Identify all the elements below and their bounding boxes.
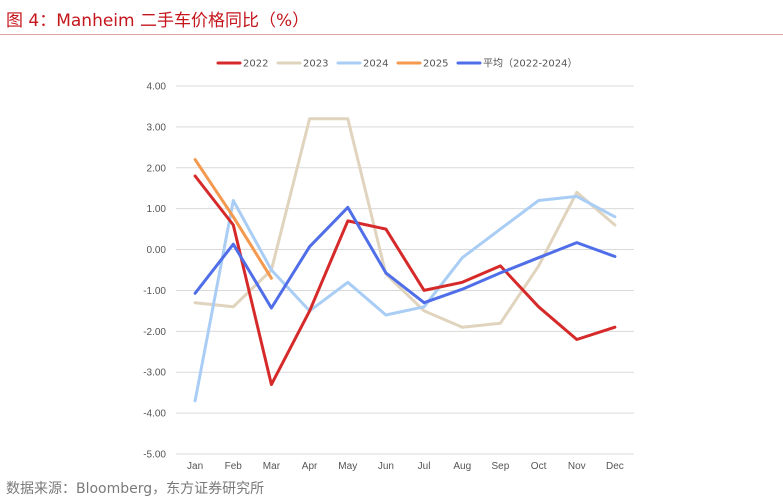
legend-label: 2023 (303, 59, 328, 70)
legend-label: 2025 (423, 59, 448, 70)
series-line-2025 (193, 158, 273, 280)
legend-label: 2022 (243, 59, 268, 70)
y-tick-label: 1.00 (147, 204, 167, 215)
x-tick-label: Apr (302, 461, 318, 472)
y-tick-label: 2.00 (147, 163, 167, 174)
chart-title: 图 4：Manheim 二手车价格同比（%） (6, 11, 310, 31)
series-line-2024 (193, 194, 617, 403)
series-line-2022 (193, 174, 617, 386)
y-tick-label: 0.00 (147, 245, 167, 256)
series-line-2023 (193, 117, 617, 329)
y-tick-label: -2.00 (143, 327, 166, 338)
y-axis-ticks: 4.00 3.00 2.00 1.00 0.00 -1.00 -2.00 -3.00 -4.00… (143, 82, 166, 461)
x-tick-label: Sep (492, 461, 510, 472)
legend: 2022 2023 2024 2025 平均（2022-2024） (216, 58, 578, 70)
y-tick-label: -1.00 (143, 286, 166, 297)
y-tick-label: 3.00 (147, 122, 167, 133)
series-line-20222024 (193, 205, 617, 310)
x-tick-label: Mar (263, 461, 281, 472)
x-tick-label: Oct (531, 461, 547, 472)
x-tick-label: Jan (187, 461, 203, 472)
legend-label: 平均（2022-2024） (483, 58, 578, 70)
x-tick-label: Dec (606, 461, 624, 472)
y-tick-label: -3.00 (143, 368, 166, 379)
title-divider (0, 34, 783, 35)
series-lines (193, 117, 617, 403)
y-tick-label: -5.00 (143, 450, 166, 461)
source-note: 数据来源：Bloomberg，东方证券研究所 (6, 481, 265, 497)
y-tick-label: 4.00 (147, 82, 167, 93)
x-tick-label: Nov (568, 461, 586, 472)
legend-label: 2024 (363, 59, 388, 70)
y-tick-label: -4.00 (143, 409, 166, 420)
x-tick-label: Feb (225, 461, 243, 472)
x-tick-label: Aug (453, 461, 471, 472)
x-tick-label: Jul (418, 461, 431, 472)
x-axis-ticks: Jan Feb Mar Apr May Jun Jul Aug Sep Oct Nov Dec (187, 461, 624, 472)
x-tick-label: May (338, 461, 357, 472)
x-tick-label: Jun (378, 461, 394, 472)
